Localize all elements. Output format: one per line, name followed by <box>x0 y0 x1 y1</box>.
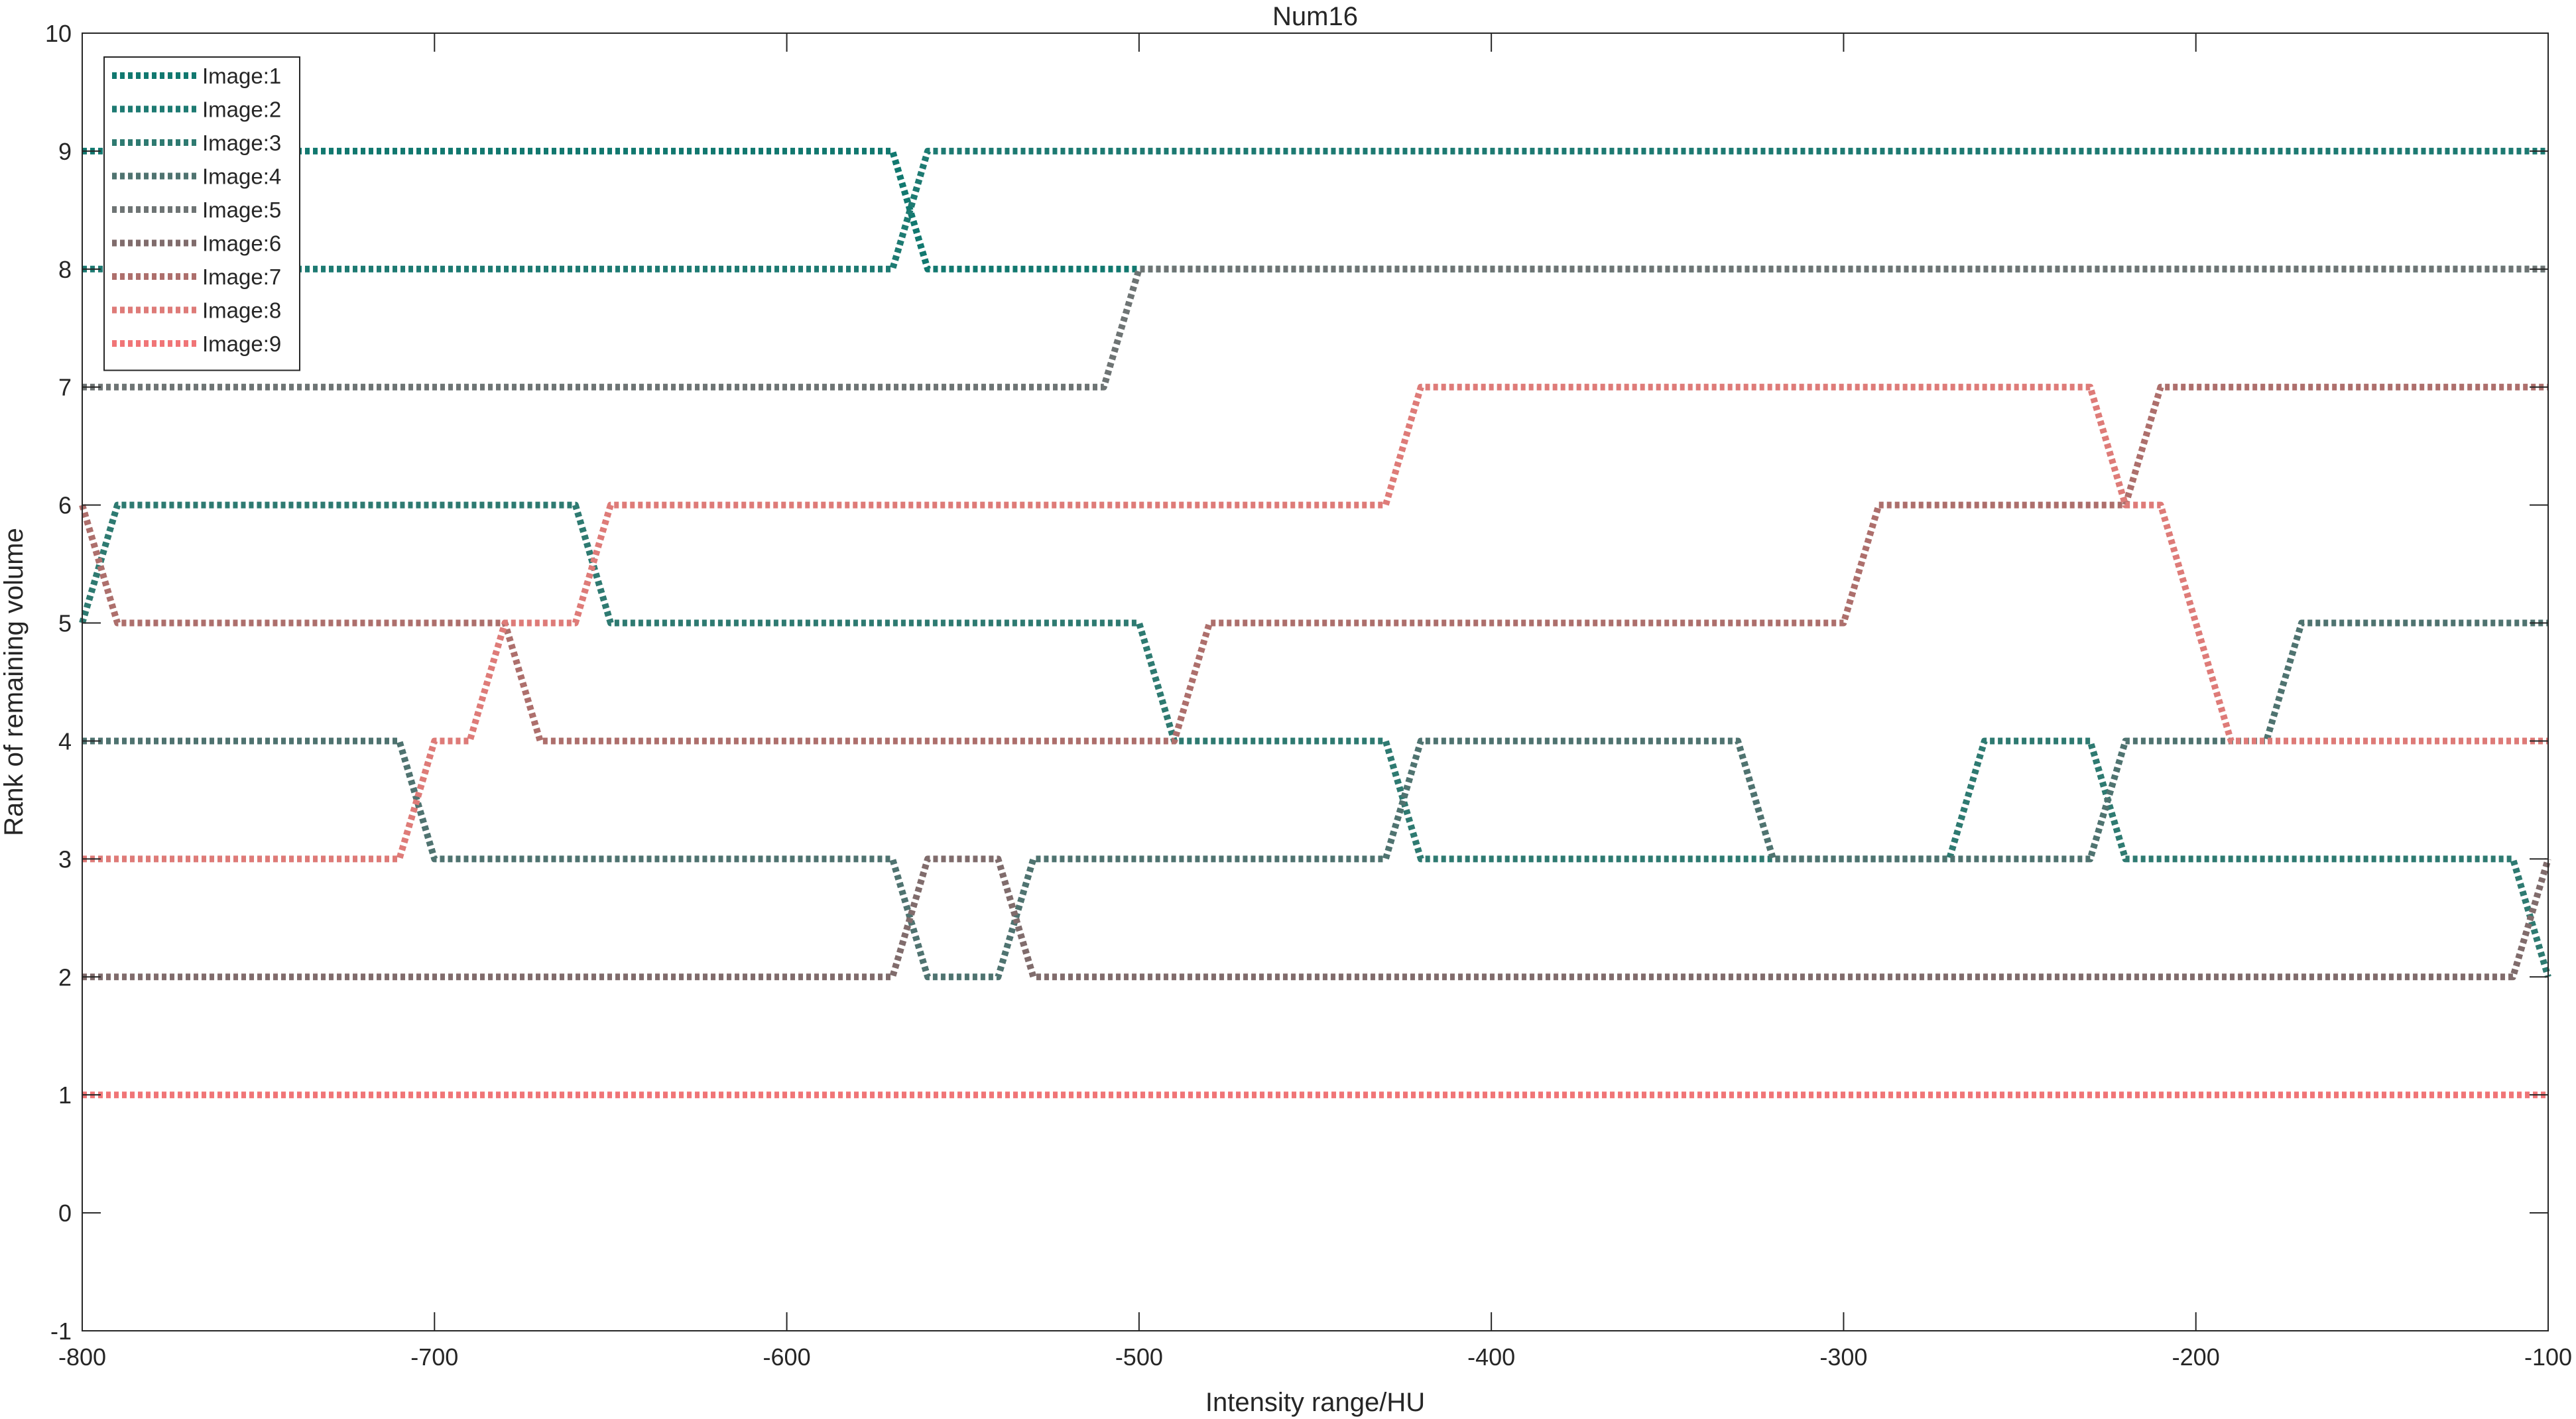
legend-label: Image:1 <box>202 64 281 88</box>
y-tick-label: 0 <box>58 1200 72 1227</box>
x-tick-label: -100 <box>2524 1343 2572 1371</box>
y-tick-label: 6 <box>58 492 72 519</box>
y-tick-label: 9 <box>58 138 72 165</box>
x-tick-label: -600 <box>763 1343 811 1371</box>
legend-label: Image:6 <box>202 231 281 256</box>
y-tick-label: 3 <box>58 845 72 873</box>
series-line-2 <box>82 147 2548 273</box>
legend: Image:1 Image:2 Image:3 Image:4 Image:5 Image… <box>103 56 300 371</box>
legend-label: Image:4 <box>202 164 281 189</box>
x-tick-label: -200 <box>2172 1343 2220 1371</box>
legend-label: Image:5 <box>202 198 281 222</box>
legend-label: Image:2 <box>202 97 281 122</box>
y-tick-label: 2 <box>58 963 72 991</box>
y-tick-label: -1 <box>50 1318 72 1345</box>
plot-frame <box>82 32 2549 1331</box>
series-line-3 <box>79 501 2551 978</box>
y-tick-label: 8 <box>58 256 72 283</box>
y-tick-label: 4 <box>58 727 72 755</box>
y-axis-title: Rank of remaining volume <box>0 528 29 836</box>
legend-label: Image:7 <box>202 265 281 289</box>
x-tick-label: -300 <box>1819 1343 1867 1371</box>
y-tick-label: 10 <box>45 20 72 47</box>
x-tick-label: -700 <box>410 1343 458 1371</box>
series-lines <box>79 147 2551 1099</box>
y-tick-label: 1 <box>58 1081 72 1109</box>
x-tick-label: -400 <box>1467 1343 1515 1371</box>
legend-label: Image:3 <box>202 131 281 155</box>
series-line-8 <box>82 383 2548 863</box>
series-line-4 <box>82 619 2548 981</box>
legend-label: Image:9 <box>202 332 281 356</box>
x-axis-title: Intensity range/HU <box>1205 1388 1425 1417</box>
series-line-5 <box>82 265 2548 391</box>
x-tick-label: -500 <box>1115 1343 1163 1371</box>
series-line-7 <box>79 383 2548 745</box>
y-axis-ticks: -1 0 1 2 3 4 5 6 7 8 9 10 <box>45 20 2548 1345</box>
x-axis-ticks: -800 -700 -600 -500 -400 -300 -200 -100 <box>58 33 2572 1371</box>
chart-title: Num16 <box>1272 2 1358 31</box>
x-tick-label: -800 <box>58 1343 106 1371</box>
y-tick-label: 5 <box>58 610 72 637</box>
legend-label: Image:8 <box>202 298 281 323</box>
series-line-6 <box>82 855 2551 981</box>
y-tick-label: 7 <box>58 374 72 401</box>
